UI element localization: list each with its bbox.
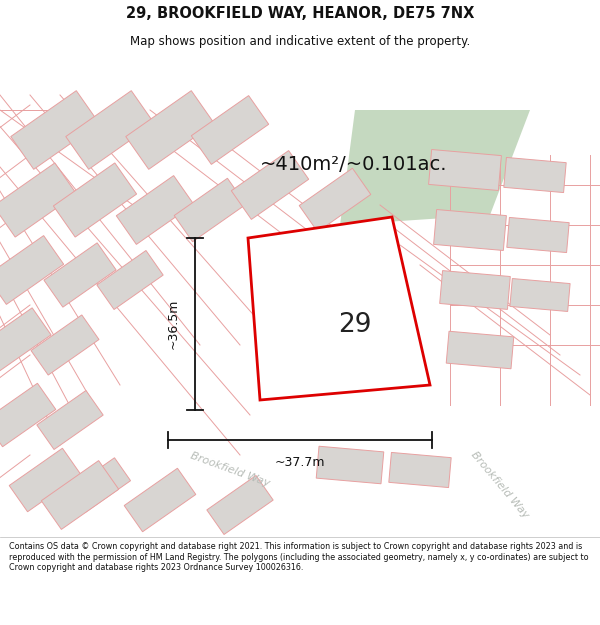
Polygon shape	[0, 236, 64, 304]
Polygon shape	[44, 243, 116, 307]
Text: ~37.7m: ~37.7m	[275, 456, 325, 469]
Polygon shape	[434, 209, 506, 251]
Polygon shape	[53, 163, 137, 237]
Polygon shape	[248, 217, 430, 400]
Polygon shape	[316, 446, 384, 484]
Text: 29: 29	[338, 312, 372, 338]
Polygon shape	[507, 217, 569, 252]
Polygon shape	[37, 391, 103, 449]
Polygon shape	[9, 448, 81, 512]
Polygon shape	[31, 315, 99, 375]
Text: ~36.5m: ~36.5m	[167, 299, 179, 349]
Polygon shape	[0, 308, 51, 372]
Text: Map shows position and indicative extent of the property.: Map shows position and indicative extent…	[130, 35, 470, 48]
Text: Brookfield Way: Brookfield Way	[189, 451, 271, 489]
Polygon shape	[207, 476, 273, 534]
Polygon shape	[0, 383, 56, 447]
Polygon shape	[231, 151, 309, 219]
Polygon shape	[70, 458, 131, 512]
Polygon shape	[66, 91, 154, 169]
Text: Brookfield Way: Brookfield Way	[469, 450, 531, 520]
Polygon shape	[504, 158, 566, 192]
Text: ~410m²/~0.101ac.: ~410m²/~0.101ac.	[260, 156, 448, 174]
Polygon shape	[41, 461, 119, 529]
Polygon shape	[446, 331, 514, 369]
Polygon shape	[440, 271, 511, 309]
Polygon shape	[299, 168, 371, 232]
Polygon shape	[510, 279, 570, 311]
Polygon shape	[340, 110, 530, 225]
Text: Contains OS data © Crown copyright and database right 2021. This information is : Contains OS data © Crown copyright and d…	[9, 542, 589, 572]
Polygon shape	[257, 236, 323, 294]
Polygon shape	[97, 251, 163, 309]
Polygon shape	[191, 96, 269, 164]
Polygon shape	[174, 178, 246, 242]
Polygon shape	[389, 452, 451, 488]
Polygon shape	[307, 251, 373, 309]
Polygon shape	[0, 163, 77, 237]
Polygon shape	[124, 468, 196, 532]
Polygon shape	[11, 91, 99, 169]
Polygon shape	[126, 91, 214, 169]
Polygon shape	[116, 176, 194, 244]
Text: 29, BROOKFIELD WAY, HEANOR, DE75 7NX: 29, BROOKFIELD WAY, HEANOR, DE75 7NX	[126, 6, 474, 21]
Polygon shape	[428, 149, 502, 191]
